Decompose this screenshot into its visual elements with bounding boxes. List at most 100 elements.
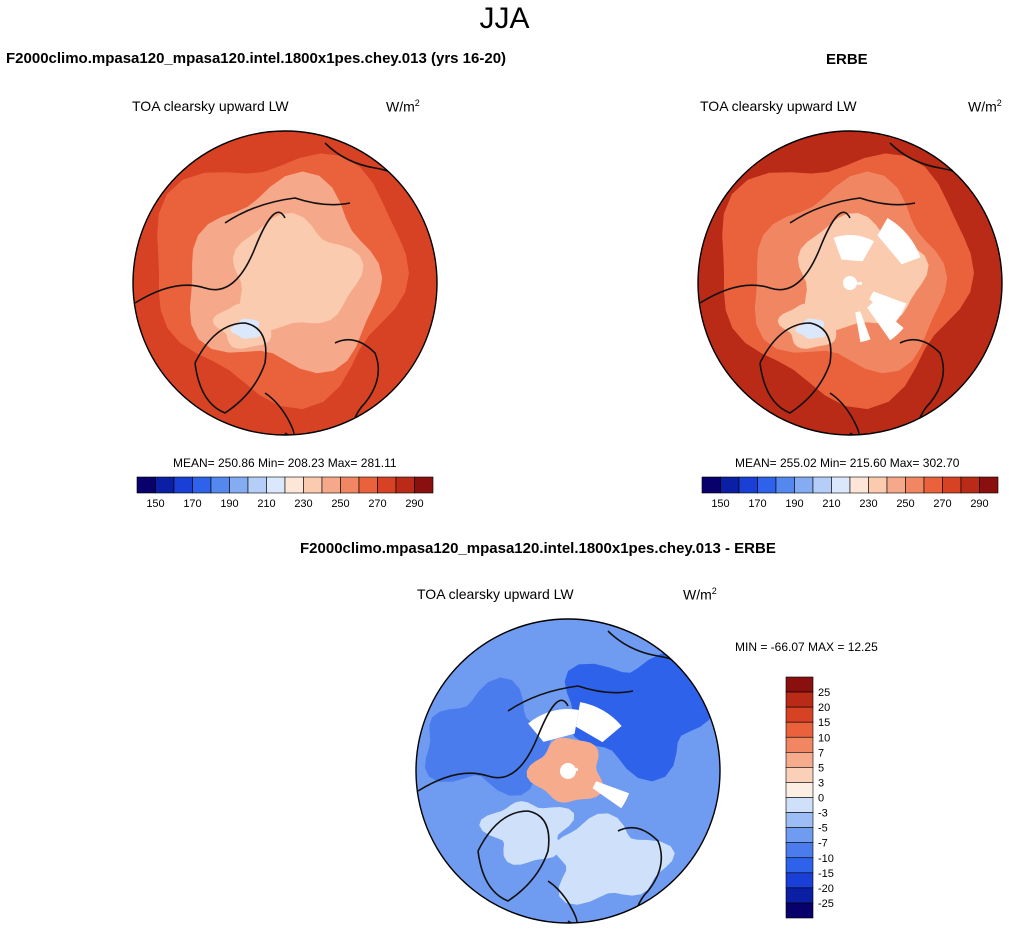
model-units-label: W/m2: [386, 98, 420, 115]
colorbar-tick-label: 230: [859, 498, 877, 510]
colorbar-tick-label: 210: [257, 498, 275, 510]
region-north-america: [424, 677, 551, 796]
missing-data-wedge: [528, 709, 579, 742]
colorbar-swatch: [785, 706, 814, 723]
diff-stats: MIN = -66.07 MAX = 12.25: [735, 640, 878, 654]
colorbar-swatch: [414, 476, 434, 494]
colorbar-swatch: [192, 476, 212, 494]
missing-data-wedge: [855, 311, 871, 343]
colorbar-swatch: [785, 767, 814, 783]
colorbar-swatch: [757, 476, 777, 494]
colorbar-tick-label: -3: [818, 808, 828, 820]
obs-units-label: W/m2: [968, 98, 1002, 115]
colorbar-swatch: [785, 676, 814, 693]
missing-data-wedge: [575, 702, 622, 743]
colorbar-swatch: [247, 476, 267, 494]
missing-data-wedge: [833, 235, 874, 262]
colorbar-swatch: [785, 752, 814, 768]
colorbar-swatch: [173, 476, 193, 494]
colorbar-tick-label: 25: [818, 687, 830, 699]
map-panel-1: [132, 130, 438, 436]
map-boundary: [697, 130, 1003, 436]
colorbar-swatch: [738, 476, 758, 494]
colorbar-swatch: [785, 691, 814, 708]
figure-season-title: JJA: [479, 2, 530, 35]
colorbar-tick-label: 230: [294, 498, 312, 510]
map-field-3: [416, 619, 720, 923]
region-siberia: [564, 652, 713, 782]
colorbar-swatch: [395, 476, 415, 494]
diff-variable-label: TOA clearsky upward LW: [417, 586, 574, 602]
coastline: [759, 322, 832, 414]
colorbar-tick-label: 270: [368, 498, 386, 510]
region-greenland-sea: [479, 801, 575, 865]
colorbar-swatch: [775, 476, 795, 494]
colorbar-swatch: [785, 887, 814, 904]
colorbar-tick-label: 170: [748, 498, 766, 510]
missing-data-wedge: [592, 781, 630, 809]
colorbar-tick-label: 5: [818, 762, 824, 774]
map-field-1: [133, 131, 437, 435]
colorbar-tick-label: 290: [405, 498, 423, 510]
map-panel-2: [697, 130, 1003, 436]
colorbar-swatch: [155, 476, 175, 494]
colorbar-swatch: [266, 476, 286, 494]
colorbar-tick-label: -7: [818, 838, 828, 850]
colorbar-tick-label: -15: [818, 868, 834, 880]
colorbar-swatch: [701, 476, 721, 494]
coastline: [134, 211, 286, 304]
colorbar-swatch: [979, 476, 999, 494]
missing-data-pole: [560, 763, 576, 779]
model-variable-label: TOA clearsky upward LW: [132, 98, 289, 114]
colorbar-tick-label: 170: [183, 498, 201, 510]
colorbar-swatch: [340, 476, 360, 494]
colorbar-tick-label: -20: [818, 883, 834, 895]
model-panel-title: F2000climo.mpasa120_mpasa120.intel.1800x…: [6, 50, 507, 67]
colorbar-tick-label: 150: [146, 498, 164, 510]
colorbar-tick-label: 190: [785, 498, 803, 510]
colorbar-swatch: [831, 476, 851, 494]
missing-data-wedge: [877, 218, 921, 265]
colorbar-swatch: [785, 797, 814, 813]
colorbar-swatch: [785, 857, 814, 874]
coastline: [264, 392, 295, 435]
region-arctic-ocean: [232, 213, 364, 332]
colorbar-tick-label: -25: [818, 898, 834, 910]
coastline: [699, 211, 851, 304]
coastline: [547, 880, 578, 923]
colorbar-swatch: [321, 476, 341, 494]
colorbar-swatch: [785, 842, 814, 859]
colorbar-swatch: [905, 476, 925, 494]
colorbar-swatch: [812, 476, 832, 494]
colorbar-tick-label: 210: [822, 498, 840, 510]
colorbar-swatch: [794, 476, 814, 494]
colorbar-swatch: [785, 736, 814, 753]
colorbar-swatch: [785, 812, 814, 828]
colorbar-tick-label: 250: [896, 498, 914, 510]
obs-stats: MEAN= 255.02 Min= 215.60 Max= 302.70: [735, 456, 960, 470]
colorbar-swatch: [960, 476, 980, 494]
colorbar-tick-label: 3: [818, 777, 824, 789]
diff-panel-title: F2000climo.mpasa120_mpasa120.intel.1800x…: [300, 540, 776, 557]
colorbar-tick-label: 10: [818, 732, 830, 744]
coastline: [507, 685, 634, 712]
region-atlantic: [554, 813, 675, 905]
colorbar-swatch: [849, 476, 869, 494]
missing-data-pole: [843, 276, 857, 290]
colorbar-tick-label: -5: [818, 823, 828, 835]
colorbar-swatch: [785, 782, 814, 798]
colorbar-2: 150 170 190 210 230 250 270 290: [701, 476, 999, 510]
coastline: [417, 699, 569, 792]
model-stats: MEAN= 250.86 Min= 208.23 Max= 281.11: [173, 456, 397, 470]
obs-panel-title: ERBE: [826, 51, 868, 68]
map-boundary: [415, 618, 721, 924]
map-panel-3: [415, 618, 721, 924]
colorbar-1: 150 170 190 210 230 250 270 290: [136, 476, 434, 510]
colorbar-swatch: [720, 476, 740, 494]
colorbar-tick-label: -10: [818, 853, 834, 865]
colorbar-swatch: [229, 476, 249, 494]
coastline: [829, 392, 860, 435]
coastline: [224, 197, 351, 224]
colorbar-tick-label: 20: [818, 702, 830, 714]
